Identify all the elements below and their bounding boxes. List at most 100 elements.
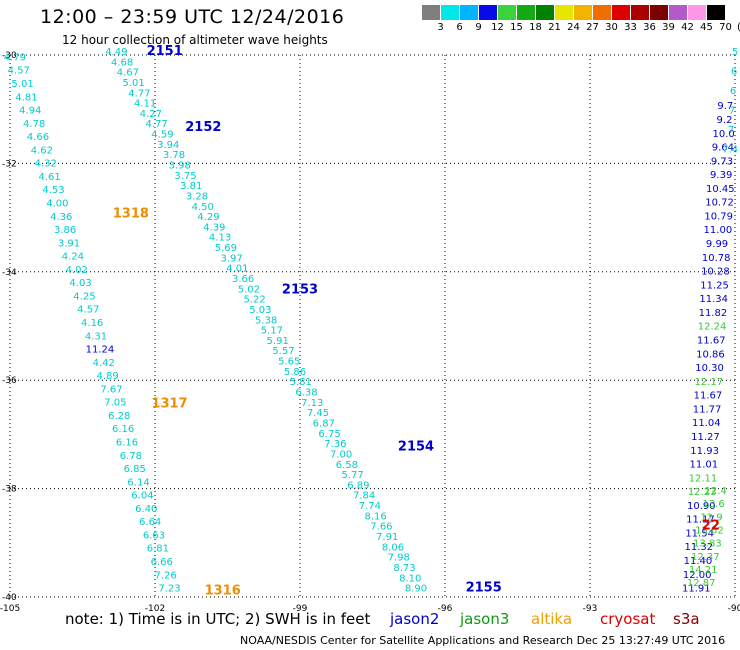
pass-id-label: 22 bbox=[702, 518, 720, 533]
swh-value-label: 5.86 bbox=[284, 367, 306, 378]
swh-value-label: 5 bbox=[732, 47, 738, 58]
swh-value-label: 5.91 bbox=[267, 336, 289, 347]
swh-value-label: 4.79 bbox=[4, 52, 26, 63]
swh-value-label: 6.14 bbox=[127, 477, 149, 488]
swh-value-label: 4.39 bbox=[203, 222, 225, 233]
scale-swatch bbox=[574, 5, 592, 20]
swh-value-label: 12.37 bbox=[691, 552, 720, 563]
swh-value-label: 11.17 bbox=[686, 515, 715, 526]
swh-value-label: 3.91 bbox=[58, 238, 80, 249]
swh-value-label: 4.13 bbox=[209, 233, 231, 244]
map-title: 12:00 – 23:59 UTC 12/24/2016 bbox=[40, 6, 345, 28]
swh-value-label: 4.57 bbox=[8, 66, 30, 77]
swh-value-label: 5.01 bbox=[122, 78, 144, 89]
swh-value-label: 3.81 bbox=[180, 181, 202, 192]
swh-value-label: 4.25 bbox=[73, 291, 95, 302]
swh-value-label: 3.86 bbox=[54, 225, 76, 236]
lat-tick-label: -36 bbox=[2, 376, 17, 386]
swh-value-label: 4.57 bbox=[77, 305, 99, 316]
swh-value-label: 4.59 bbox=[151, 130, 173, 141]
swh-value-label: 12.87 bbox=[687, 578, 716, 589]
swh-value-label: 4.29 bbox=[197, 212, 219, 223]
swh-value-label: 12.4 bbox=[705, 486, 727, 497]
swh-value-label: 9.99 bbox=[706, 239, 728, 250]
sat-legend-jason3: jason3 bbox=[460, 610, 510, 628]
scale-swatch bbox=[460, 5, 478, 20]
swh-value-label: 3.28 bbox=[186, 191, 208, 202]
swh-value-label: 4.01 bbox=[226, 264, 248, 275]
scale-label: 33 bbox=[624, 22, 637, 33]
swh-value-label: 4.16 bbox=[81, 318, 103, 329]
pass-id-label: 2151 bbox=[147, 44, 183, 59]
swh-value-label: 6.63 bbox=[143, 530, 165, 541]
scale-label: 27 bbox=[586, 22, 599, 33]
scale-swatch bbox=[555, 5, 573, 20]
swh-value-label: 4.67 bbox=[117, 68, 139, 79]
swh-value-label: 7.13 bbox=[301, 398, 323, 409]
swh-value-label: 4.78 bbox=[23, 119, 45, 130]
swh-value-label: 7 bbox=[729, 106, 735, 117]
swh-value-label: 12.24 bbox=[698, 322, 727, 333]
swh-value-label: 11.25 bbox=[700, 280, 729, 291]
scale-label: 42 bbox=[681, 22, 694, 33]
pass-id-label: 2152 bbox=[185, 120, 221, 135]
swh-value-label: 8.73 bbox=[393, 563, 415, 574]
swh-value-label: 4.27 bbox=[140, 109, 162, 120]
scale-swatch bbox=[707, 5, 725, 20]
swh-value-label: 5.02 bbox=[238, 284, 260, 295]
swh-value-label: 4.31 bbox=[85, 331, 107, 342]
pass-id-label: 1317 bbox=[151, 396, 187, 411]
swh-value-label: 5.22 bbox=[244, 295, 266, 306]
swh-value-label: 7.05 bbox=[104, 398, 126, 409]
swh-value-label: 9.39 bbox=[710, 170, 732, 181]
swh-value-label: 6.66 bbox=[151, 557, 173, 568]
swh-value-label: 9.7 bbox=[717, 101, 733, 112]
swh-value-label: 5.01 bbox=[11, 79, 33, 90]
swh-value-label: 5.38 bbox=[255, 315, 277, 326]
swh-value-label: 11.40 bbox=[684, 556, 713, 567]
swh-value-label: 3.94 bbox=[157, 140, 179, 151]
lat-tick-label: -30 bbox=[2, 51, 17, 61]
swh-value-label: 6.87 bbox=[313, 418, 335, 429]
swh-value-label: 7.23 bbox=[158, 584, 180, 595]
swh-value-label: 11.93 bbox=[690, 446, 719, 457]
swh-value-label: 5.17 bbox=[261, 326, 283, 337]
scale-label: 30 bbox=[605, 22, 618, 33]
swh-value-label: 11.00 bbox=[704, 225, 733, 236]
swh-value-label: 7.98 bbox=[388, 553, 410, 564]
lon-tick-label: -105 bbox=[0, 604, 20, 614]
swh-value-label: 6.64 bbox=[139, 517, 161, 528]
swh-value-label: 6.89 bbox=[347, 480, 369, 491]
scale-swatch bbox=[536, 5, 554, 20]
swh-value-label: 11.34 bbox=[699, 294, 728, 305]
scale-swatch bbox=[422, 5, 440, 20]
swh-value-label: 4.49 bbox=[105, 47, 127, 58]
pass-id-label: 1316 bbox=[205, 583, 241, 598]
swh-value-label: 5.81 bbox=[290, 377, 312, 388]
swh-value-label: 6 bbox=[731, 67, 737, 78]
swh-value-label: 4.32 bbox=[35, 159, 57, 170]
swh-value-label: 10.78 bbox=[702, 253, 731, 264]
scale-label: 21 bbox=[548, 22, 561, 33]
lat-tick-label: -34 bbox=[2, 268, 17, 278]
pass-id-label: 2154 bbox=[398, 440, 434, 455]
swh-value-label: 4.61 bbox=[39, 172, 61, 183]
swh-value-label: 4.77 bbox=[128, 88, 150, 99]
scale-swatch bbox=[441, 5, 459, 20]
swh-value-label: 9.64 bbox=[712, 143, 734, 154]
swh-value-label: 6.75 bbox=[318, 429, 340, 440]
swh-value-label: 7 bbox=[728, 125, 734, 136]
scale-label: 9 bbox=[475, 22, 482, 33]
swh-value-label: 10.28 bbox=[701, 267, 730, 278]
swh-value-label: 4.42 bbox=[93, 358, 115, 369]
scale-swatch bbox=[498, 5, 516, 20]
swh-value-label: 5.03 bbox=[249, 305, 271, 316]
swh-value-label: 4.66 bbox=[27, 132, 49, 143]
swh-value-label: 7.67 bbox=[100, 384, 122, 395]
lat-tick-label: -38 bbox=[2, 485, 17, 495]
scale-label: 6 bbox=[456, 22, 463, 33]
swh-value-label: 12.9 bbox=[700, 512, 722, 523]
swh-value-label: 12.17 bbox=[694, 377, 723, 388]
sat-legend-s3a: s3a bbox=[673, 610, 700, 628]
